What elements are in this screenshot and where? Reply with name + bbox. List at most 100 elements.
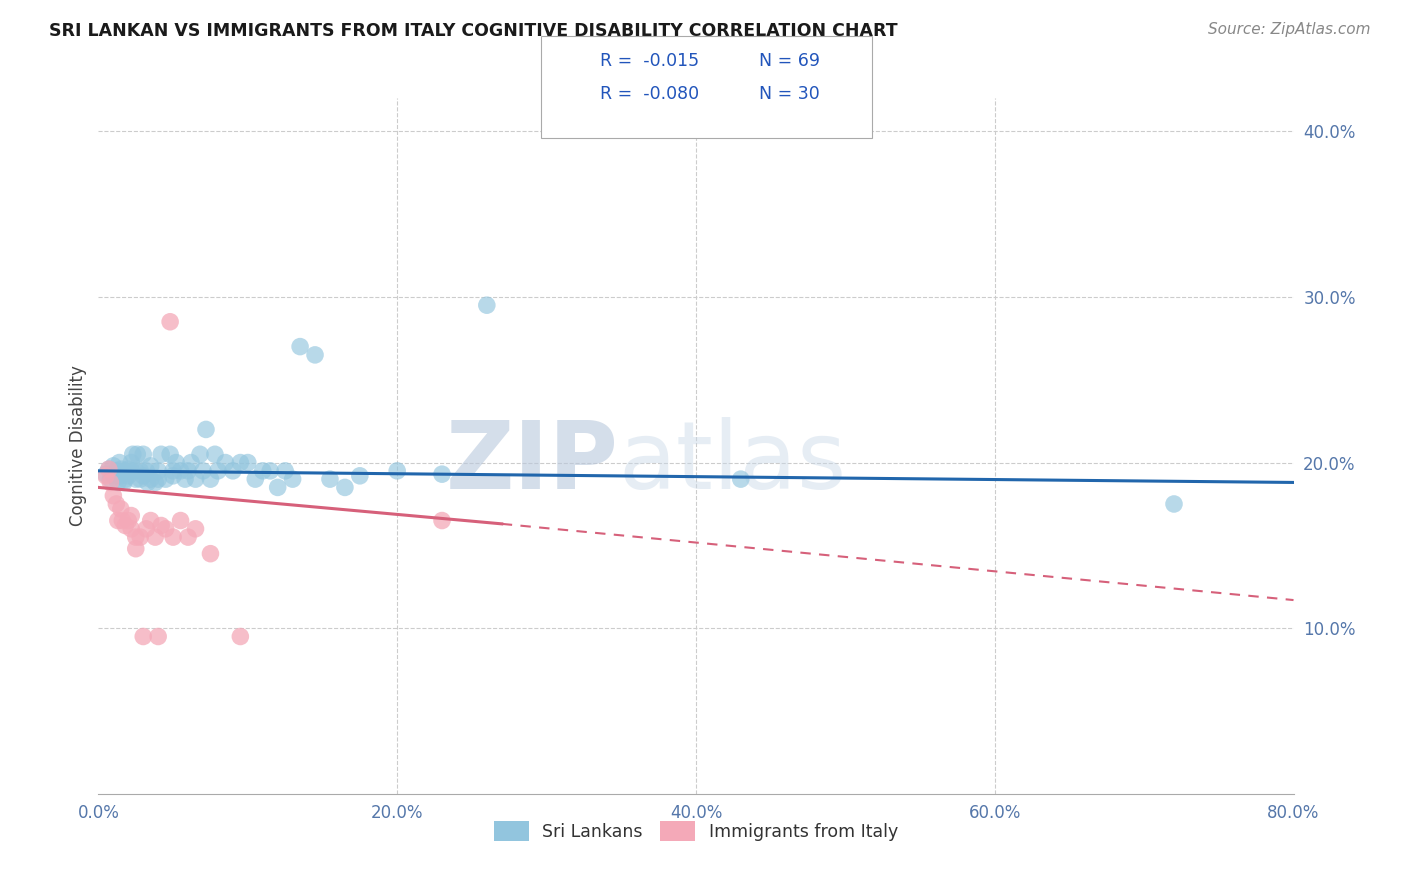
Point [162, 468, 184, 483]
Text: R =  -0.080: R = -0.080 [600, 85, 700, 103]
Point [267, 480, 290, 494]
Point [165, 456, 187, 470]
Point [188, 447, 211, 461]
Point [103, 468, 125, 483]
Point [110, 468, 132, 483]
Text: Source: ZipAtlas.com: Source: ZipAtlas.com [1208, 22, 1371, 37]
Point [107, 514, 129, 528]
Point [114, 464, 136, 478]
Point [430, 467, 453, 482]
Point [97, 462, 120, 476]
Text: atlas: atlas [619, 417, 846, 509]
Point [148, 464, 170, 478]
Point [207, 464, 229, 478]
Point [229, 456, 252, 470]
Point [195, 422, 218, 436]
Point [162, 530, 184, 544]
Point [120, 522, 142, 536]
Point [127, 447, 149, 461]
Point [107, 475, 129, 490]
Point [281, 472, 304, 486]
Point [150, 518, 173, 533]
Text: N = 69: N = 69 [759, 52, 820, 70]
Point [94, 468, 117, 483]
Point [180, 456, 202, 470]
Point [229, 630, 252, 644]
Point [245, 472, 267, 486]
Point [252, 464, 274, 478]
Point [730, 472, 752, 486]
Point [112, 475, 135, 490]
Point [129, 464, 152, 478]
Point [236, 456, 259, 470]
Point [117, 514, 139, 528]
Point [98, 472, 122, 486]
Point [1163, 497, 1185, 511]
FancyBboxPatch shape [557, 97, 589, 122]
Point [132, 468, 155, 483]
Point [150, 447, 173, 461]
Text: R =  -0.015: R = -0.015 [600, 52, 700, 70]
Point [184, 522, 207, 536]
Point [385, 464, 409, 478]
Point [148, 472, 170, 486]
Point [274, 464, 297, 478]
Point [121, 447, 143, 461]
Point [120, 456, 142, 470]
Point [94, 467, 117, 482]
Point [200, 472, 222, 486]
Point [129, 530, 152, 544]
Point [191, 464, 214, 478]
Point [177, 530, 200, 544]
Point [125, 472, 148, 486]
Point [110, 462, 132, 476]
Point [105, 464, 128, 478]
Point [162, 464, 184, 478]
Point [108, 456, 131, 470]
Y-axis label: Cognitive Disability: Cognitive Disability [69, 366, 87, 526]
Point [288, 340, 311, 354]
Point [117, 468, 139, 483]
Point [200, 547, 222, 561]
Point [159, 447, 181, 461]
Point [135, 464, 157, 478]
Point [125, 541, 148, 556]
Point [143, 530, 166, 544]
Point [114, 518, 136, 533]
Point [111, 514, 134, 528]
Point [349, 468, 371, 483]
Point [120, 508, 142, 523]
Point [125, 464, 148, 478]
Point [103, 458, 125, 473]
Point [319, 472, 342, 486]
Point [177, 464, 200, 478]
Point [159, 315, 181, 329]
Point [105, 497, 128, 511]
Point [139, 472, 162, 486]
Point [120, 464, 142, 478]
Point [169, 514, 191, 528]
Text: SRI LANKAN VS IMMIGRANTS FROM ITALY COGNITIVE DISABILITY CORRELATION CHART: SRI LANKAN VS IMMIGRANTS FROM ITALY COGN… [49, 22, 898, 40]
Point [155, 522, 177, 536]
Point [430, 514, 453, 528]
Point [259, 464, 281, 478]
Point [304, 348, 326, 362]
Point [143, 475, 166, 490]
Point [132, 630, 155, 644]
Point [135, 522, 157, 536]
Point [148, 630, 170, 644]
Point [114, 472, 136, 486]
Point [136, 475, 159, 490]
FancyBboxPatch shape [557, 54, 589, 79]
Point [139, 458, 162, 473]
Point [169, 464, 191, 478]
Point [98, 475, 122, 490]
Point [125, 530, 148, 544]
Point [475, 298, 498, 312]
Point [132, 447, 155, 461]
Point [155, 472, 177, 486]
Point [129, 472, 152, 486]
Point [204, 447, 226, 461]
Point [184, 472, 207, 486]
Text: ZIP: ZIP [446, 417, 619, 509]
